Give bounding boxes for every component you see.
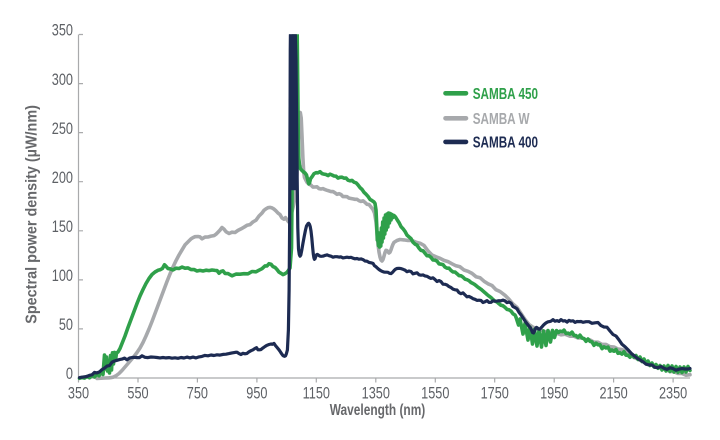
svg-text:300: 300 xyxy=(52,71,73,89)
svg-text:2350: 2350 xyxy=(659,385,687,403)
svg-text:1150: 1150 xyxy=(303,385,330,403)
svg-text:250: 250 xyxy=(52,120,73,138)
svg-text:350: 350 xyxy=(68,385,89,403)
svg-text:100: 100 xyxy=(52,268,73,286)
svg-text:0: 0 xyxy=(66,366,73,384)
svg-text:150: 150 xyxy=(52,219,73,237)
svg-text:2150: 2150 xyxy=(599,385,627,403)
svg-text:350: 350 xyxy=(52,22,73,40)
svg-text:200: 200 xyxy=(52,169,73,187)
svg-text:Spectral power density (µW/nm): Spectral power density (µW/nm) xyxy=(23,105,41,324)
svg-text:1750: 1750 xyxy=(481,385,509,403)
svg-text:1350: 1350 xyxy=(362,385,390,403)
svg-text:1950: 1950 xyxy=(540,385,568,403)
svg-text:Wavelength (nm): Wavelength (nm) xyxy=(330,400,425,418)
svg-text:50: 50 xyxy=(59,317,73,335)
svg-text:SAMBA 450: SAMBA 450 xyxy=(473,84,538,102)
svg-text:950: 950 xyxy=(246,385,267,403)
svg-text:1550: 1550 xyxy=(421,385,449,403)
svg-text:SAMBA W: SAMBA W xyxy=(473,109,530,127)
svg-text:750: 750 xyxy=(187,385,208,403)
svg-text:550: 550 xyxy=(127,385,148,403)
svg-text:SAMBA 400: SAMBA 400 xyxy=(473,133,538,151)
